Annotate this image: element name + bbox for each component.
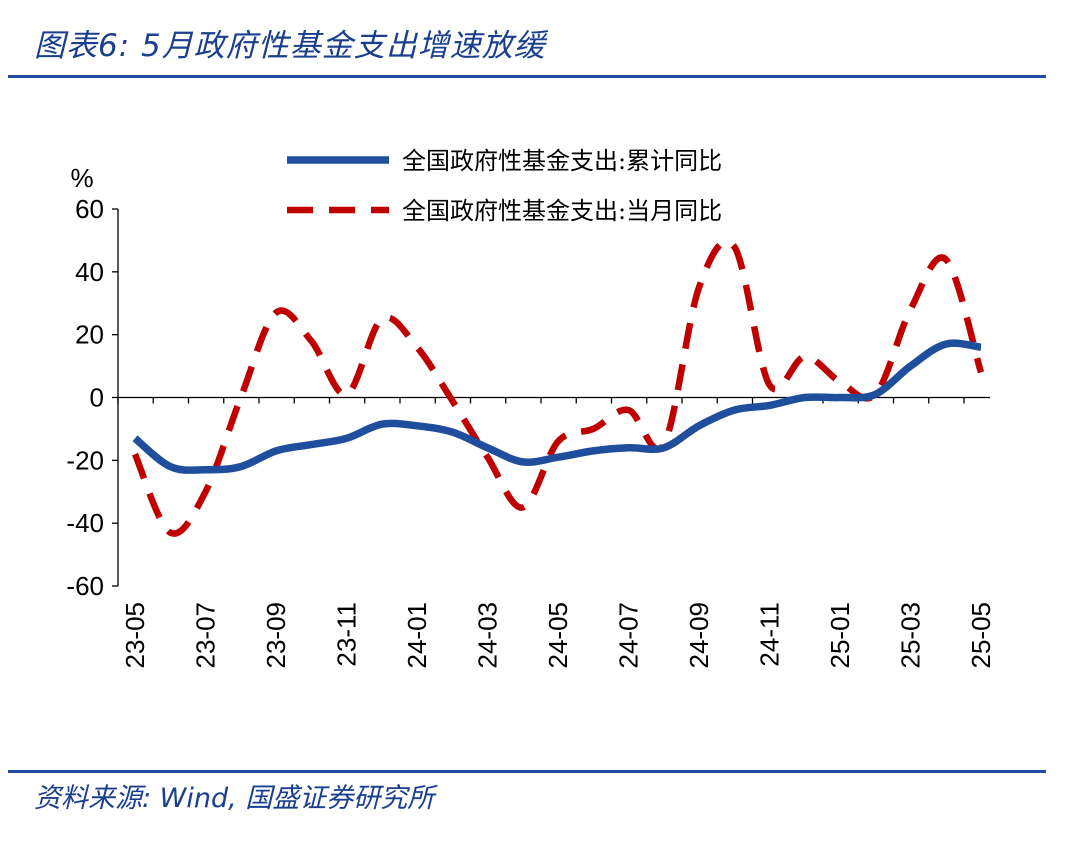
x-tick-label: 23-11 [332,602,362,667]
chart-plot-area [132,238,985,537]
x-tick-label: 24-03 [473,602,503,669]
y-tick-label: -60 [66,571,104,601]
legend-entry: 全国政府性基金支出:当月同比 [402,197,722,225]
x-tick-label: 24-01 [402,602,432,669]
series-line-cumulative-yoy [132,339,982,474]
x-tick-label: 25-01 [825,602,855,669]
line-chart: 60 40 20 0 -20 -40 -60% 23-05 23-07 23-09 23-11 24-… [66,147,996,669]
figure-title: 图表6: 5月政府性基金支出增速放缓 [34,28,546,64]
y-tick-label: 40 [75,257,104,287]
x-tick-label: 24-07 [614,602,644,669]
y-axis-unit-label: % [70,163,93,193]
y-tick-label: -40 [66,508,104,538]
x-tick-label: 23-05 [120,602,150,669]
x-tick-label: 24-11 [755,602,785,667]
source-note: 资料来源: Wind, 国盛证券研究所 [34,783,435,814]
x-tick-label: 25-05 [966,602,996,669]
x-tick-label: 24-09 [684,602,714,669]
chart-axes: 60 40 20 0 -20 -40 -60% 23-05 23-07 23-09 23-11 24-… [66,163,996,669]
y-tick-label: 20 [75,320,104,350]
series-line-monthly-yoy [132,238,985,537]
y-tick-label: 0 [90,383,104,413]
title-divider [8,75,1046,78]
x-tick-label: 23-09 [261,602,291,669]
x-tick-label: 24-05 [543,602,573,669]
x-tick-label: 25-03 [896,602,926,669]
y-tick-label: -20 [66,445,104,475]
x-tick-label: 23-07 [191,602,221,669]
series-points [135,344,981,470]
legend-entry: 全国政府性基金支出:累计同比 [402,147,722,175]
y-tick-label: 60 [75,194,104,224]
source-divider [8,770,1046,773]
